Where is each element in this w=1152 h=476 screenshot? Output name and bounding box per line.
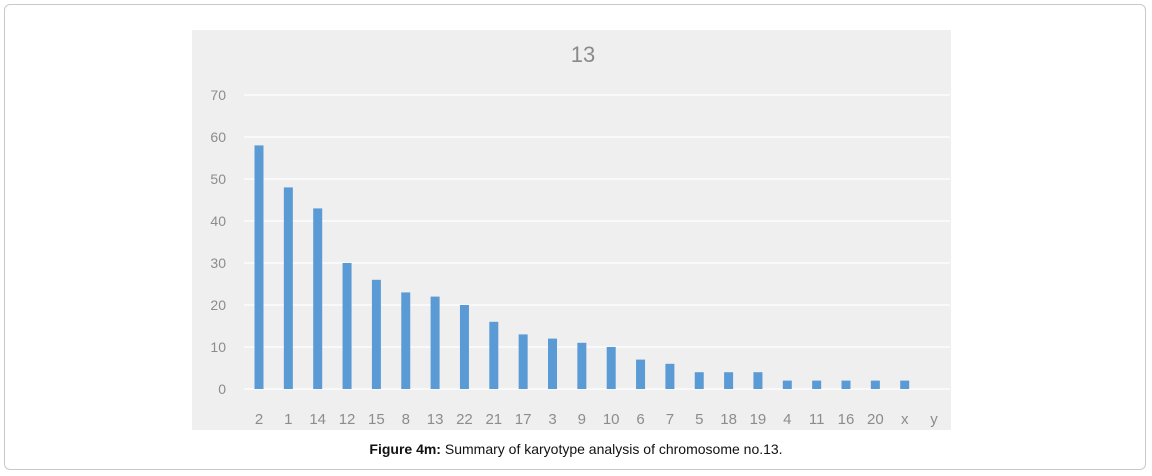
x-tick-label: 12 xyxy=(339,411,356,428)
chart-title: 13 xyxy=(571,42,595,67)
x-tick-label: 11 xyxy=(809,411,825,428)
y-tick-label: 10 xyxy=(210,339,226,355)
bar-10 xyxy=(606,347,616,389)
bar-1 xyxy=(283,187,293,389)
bar-19 xyxy=(753,372,763,389)
x-tick-label: 15 xyxy=(368,411,385,428)
bar-13 xyxy=(430,296,440,389)
x-tick-label: 3 xyxy=(548,411,556,428)
caption-label: Figure 4m: xyxy=(369,441,441,457)
x-tick-label: 7 xyxy=(666,411,674,428)
bar-8 xyxy=(401,292,411,389)
x-tick-label: 6 xyxy=(636,411,644,428)
x-tick-label: 14 xyxy=(309,411,326,428)
y-tick-label: 70 xyxy=(210,87,226,103)
bar-5 xyxy=(694,372,704,389)
bar-3 xyxy=(548,338,557,389)
x-tick-label: 19 xyxy=(750,411,767,428)
bar-21 xyxy=(489,321,499,389)
bar-7 xyxy=(665,363,675,389)
x-tick-label: y xyxy=(930,411,938,428)
y-tick-label: 40 xyxy=(210,213,226,229)
x-tick-label: 17 xyxy=(515,411,532,428)
gridlines xyxy=(244,94,950,390)
bar-2 xyxy=(254,145,264,389)
x-tick-label: 1 xyxy=(284,411,292,428)
bar-x xyxy=(900,380,910,389)
x-tick-label: 13 xyxy=(427,411,444,428)
x-tick-label: x xyxy=(901,411,909,428)
bar-14 xyxy=(313,208,323,389)
x-tick-label: 21 xyxy=(485,411,502,428)
bar-20 xyxy=(870,380,880,389)
x-tick-label: 10 xyxy=(603,411,620,428)
x-tick-label: 18 xyxy=(720,411,737,428)
figure-caption: Figure 4m: Summary of karyotype analysis… xyxy=(0,441,1152,457)
x-tick-label: 5 xyxy=(695,411,703,428)
x-tick-label: 2 xyxy=(255,411,263,428)
x-tick-label: 8 xyxy=(402,411,410,428)
bar-6 xyxy=(636,359,646,389)
x-tick-label: 9 xyxy=(578,411,586,428)
bars xyxy=(254,145,910,389)
y-axis-ticks: 0 10 20 30 40 50 60 70 xyxy=(210,87,226,397)
y-tick-label: 20 xyxy=(210,297,226,313)
x-tick-label: 20 xyxy=(867,411,884,428)
x-tick-label: 22 xyxy=(456,411,473,428)
bar-18 xyxy=(724,372,734,389)
bar-17 xyxy=(518,334,528,389)
bar-12 xyxy=(342,263,352,389)
bar-15 xyxy=(371,279,381,389)
chart-area: 13 0 10 20 30 40 50 60 70 2 1 14 12 15 8 13 22 21 17 3 9 10… xyxy=(192,30,951,430)
x-tick-label: 16 xyxy=(838,411,855,428)
y-tick-label: 50 xyxy=(210,171,226,187)
bar-22 xyxy=(459,305,469,389)
bar-16 xyxy=(841,380,851,389)
caption-text: Summary of karyotype analysis of chromos… xyxy=(440,441,783,457)
y-tick-label: 0 xyxy=(218,381,226,397)
y-tick-label: 30 xyxy=(210,255,226,271)
y-tick-label: 60 xyxy=(210,129,226,145)
x-axis-ticks: 2 1 14 12 15 8 13 22 21 17 3 9 10 6 7 5 18 19 4 11 16 20 x y xyxy=(255,411,938,428)
bar-11 xyxy=(812,380,822,389)
x-tick-label: 4 xyxy=(783,411,791,428)
bar-9 xyxy=(577,342,587,389)
bar-4 xyxy=(782,380,792,389)
